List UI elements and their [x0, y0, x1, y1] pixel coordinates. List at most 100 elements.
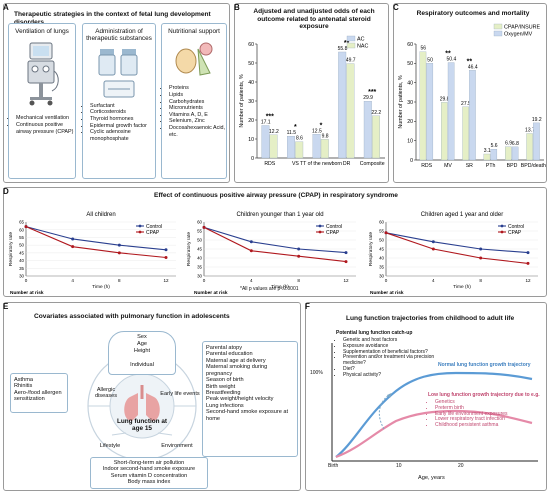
early-life-item: Parental education	[206, 351, 253, 358]
data-point	[249, 249, 253, 253]
data-point	[202, 225, 206, 229]
y-tick-label: 30	[197, 274, 202, 279]
y-tick-label: 55	[19, 235, 24, 240]
lung-function-center: Lung function at age 15	[116, 418, 168, 433]
individual-box	[108, 331, 176, 375]
bar-value-label: 29.9	[363, 95, 373, 101]
bar	[363, 101, 372, 159]
bar-value-label: 3.1	[484, 148, 491, 154]
y-tick-label: 30	[19, 274, 24, 279]
early-life-item: Breastfeeding	[206, 389, 241, 396]
panel-c-label: C	[393, 3, 399, 12]
x-axis-label: Time (h)	[271, 284, 289, 290]
x-axis-label: Time (h)	[92, 284, 110, 290]
y-tick-label: 40	[197, 256, 202, 261]
data-point	[117, 243, 121, 247]
y-tick-label: 50	[19, 243, 24, 248]
panel-c-title: Respiratory outcomes and mortality	[416, 10, 530, 17]
bar-value-label: 27.5	[461, 101, 471, 107]
panel-f: F Lung function trajectories from childh…	[305, 302, 547, 491]
category-label: Composite	[360, 161, 385, 167]
significance-marker: *	[320, 122, 323, 129]
early-life-box: Parental atopy Parental education Matern…	[202, 341, 298, 457]
x-tick-label: 8	[479, 278, 482, 283]
category-label: DR	[343, 161, 351, 167]
data-point	[526, 251, 530, 255]
subplot-title: Children aged 1 year and older	[421, 212, 503, 218]
early-life-item: Maternal smoking during pregnancy	[206, 364, 268, 377]
significance-marker: ***	[368, 89, 376, 96]
category-label: TT of the newborn	[300, 161, 342, 167]
panel-e: E Covariates associated with pulmonary f…	[3, 302, 301, 491]
x-tick-label: 20	[458, 463, 464, 469]
y-tick-label: 55	[379, 229, 384, 234]
legend-marker	[138, 224, 142, 228]
category-label: RDS	[421, 163, 432, 169]
data-point	[297, 254, 301, 258]
panel-a: A Therapeutic strategies in the context …	[3, 3, 230, 183]
y-tick-label: 35	[19, 266, 24, 271]
individual-item: Age	[137, 341, 147, 347]
y-tick-label: 30	[407, 100, 413, 106]
significance-marker: **	[344, 40, 350, 47]
bar	[505, 146, 512, 161]
bar	[338, 51, 347, 159]
early-life-item: Lung infections	[206, 402, 244, 409]
category-label: BPD	[507, 163, 518, 169]
environment-item: Short-/long-term air pollution	[113, 460, 185, 466]
data-point	[164, 255, 168, 259]
significance-marker: **	[467, 58, 473, 65]
category-label: SR	[466, 163, 473, 169]
y-tick-label: 65	[19, 220, 24, 225]
risk-header: Number at risk	[10, 290, 44, 296]
panel-d-title: Effect of continuous positive airway pre…	[154, 192, 398, 199]
y-tick-label: 60	[19, 227, 24, 232]
low-trajectory-item: Childhood persistent asthma	[435, 422, 508, 429]
x-tick-label: 4	[71, 278, 74, 283]
bar	[261, 125, 270, 159]
bar-value-label: 9.8	[322, 133, 329, 139]
category-label: BPD/death	[521, 163, 546, 169]
catchup-item: Physical activity?	[343, 372, 443, 379]
category-label: VS	[292, 161, 299, 167]
data-point	[344, 260, 348, 264]
x-tick-label: 0	[385, 278, 388, 283]
allergic-box: Asthma Rhinitis Aero-/food allergen sens…	[10, 373, 68, 413]
bar	[447, 62, 455, 161]
bar	[287, 136, 295, 159]
legend-label: CPAP	[326, 230, 340, 236]
ventilator-icon	[22, 41, 62, 107]
low-trajectory-item: Preterm birth	[435, 405, 508, 412]
allergic-title: Allergic diseases	[94, 387, 118, 400]
bar	[469, 70, 476, 161]
legend-marker	[500, 230, 504, 234]
series-line	[203, 226, 347, 263]
legend-label: NAC	[357, 44, 368, 50]
nutrition-item: Carbohydrates	[169, 99, 226, 106]
legend-label: Oxygen/MV	[504, 32, 533, 38]
administration-item: Epidermal growth factor	[90, 123, 155, 130]
x-tick-label: 0	[25, 278, 28, 283]
panel-c: C Respiratory outcomes and mortality 0 10…	[393, 3, 547, 183]
bar	[372, 115, 380, 159]
individual-item: Sex	[137, 334, 147, 340]
y-tick-label: 40	[379, 256, 384, 261]
series-line	[385, 232, 529, 254]
panel-b-chart: 0 10 20 30 40 50 60 Number of patients, % 17.1 12…	[239, 35, 385, 167]
bar-value-label: 46.4	[468, 64, 478, 70]
legend-label: CPAP	[146, 230, 160, 236]
legend-marker	[318, 230, 322, 234]
y-tick-label: 45	[197, 247, 202, 252]
ventilation-title: Ventilation of lungs	[15, 28, 69, 35]
bar-value-label: 22.2	[371, 110, 381, 116]
x-tick-label: 4	[432, 278, 435, 283]
y-tick-label: 30	[379, 274, 384, 279]
category-label: PTh	[486, 163, 496, 169]
data-point	[249, 240, 253, 244]
y-axis-label: Number of patients, %	[239, 74, 245, 128]
data-point	[117, 251, 121, 255]
legend-label: Control	[146, 224, 162, 230]
y-axis-label: Number of patients, %	[398, 75, 404, 129]
early-life-item: Birth weight	[206, 383, 236, 390]
